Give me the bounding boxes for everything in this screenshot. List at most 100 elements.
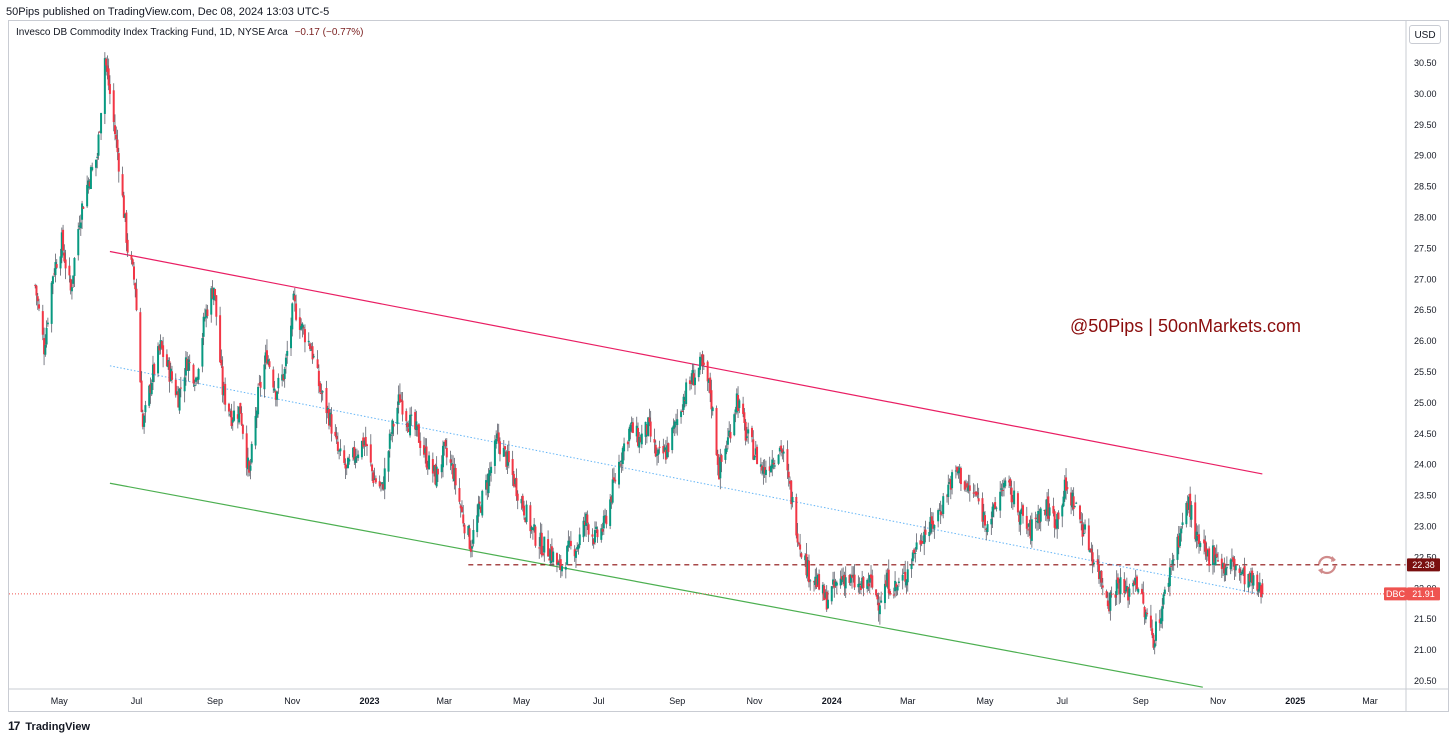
candle-body [334, 431, 337, 436]
candle-body [543, 536, 546, 553]
candle-body [506, 451, 509, 466]
refresh-icon[interactable] [1317, 555, 1337, 575]
candle-body [555, 553, 558, 565]
candle-body [889, 591, 892, 595]
candle-body [274, 391, 277, 400]
y-tick-label: 25.50 [1414, 367, 1437, 377]
candle-body [267, 359, 270, 364]
candle-body [1206, 550, 1209, 557]
candle-body [1217, 560, 1220, 562]
candle-body [73, 258, 76, 276]
candle-body [595, 526, 598, 529]
candle-body [210, 288, 213, 315]
candle-body [559, 559, 562, 571]
candle-body [761, 465, 764, 471]
candle-body [316, 359, 319, 368]
watermark-text: @50Pips | 50onMarkets.com [1070, 316, 1301, 336]
candle-body [620, 460, 623, 462]
candle-body [91, 167, 94, 171]
candle-body [938, 510, 941, 512]
candle-body [1234, 565, 1237, 571]
candle-body [561, 566, 564, 572]
candle-body [363, 440, 366, 446]
candle-body [1132, 582, 1135, 587]
candle-body [614, 479, 617, 482]
candle-body [949, 479, 952, 490]
candle-body [449, 459, 452, 463]
candle-body [804, 555, 807, 561]
candle-body [619, 464, 622, 466]
candle-body [1034, 517, 1037, 519]
candle-body [623, 443, 626, 452]
candle-body [538, 547, 541, 549]
candle-body [1010, 487, 1013, 503]
candle-body [435, 466, 438, 487]
candle-body [992, 504, 995, 510]
candle-body [1054, 525, 1057, 529]
candle-body [1039, 508, 1042, 522]
candle-body [1171, 560, 1174, 565]
lower-channel-line[interactable] [109, 482, 1203, 688]
candle-body [373, 478, 376, 481]
candle-body [459, 505, 462, 509]
candle-body [734, 409, 737, 413]
candle-body [405, 411, 408, 422]
candle-body [44, 344, 47, 355]
candle-body [1151, 628, 1154, 636]
candle-body [124, 213, 127, 218]
candle-body [1046, 499, 1049, 517]
candle-body [1019, 511, 1022, 525]
candle-body [1186, 503, 1189, 510]
candle-body [630, 421, 633, 424]
candle-body [956, 466, 959, 472]
candle-body [1208, 548, 1211, 566]
candle-body [648, 417, 651, 423]
candle-body [284, 357, 287, 367]
candle-body [88, 181, 91, 187]
candle-body [1142, 592, 1145, 604]
x-tick-label: 2024 [822, 696, 842, 706]
candle-body [493, 440, 496, 466]
candle-body [857, 583, 860, 588]
candle-body [523, 505, 526, 516]
candle-body [212, 287, 215, 301]
tradingview-logo-icon: 17 [8, 719, 20, 733]
candle-body [531, 528, 534, 530]
candle-body [82, 206, 85, 209]
candle-body [834, 581, 837, 586]
candle-body [763, 467, 766, 474]
candle-body [292, 293, 295, 300]
candle-body [1063, 479, 1066, 499]
candle-body [1118, 582, 1121, 595]
candle-body [310, 349, 313, 351]
candle-body [576, 546, 579, 550]
candle-body [999, 491, 1002, 511]
candle-body [716, 454, 719, 465]
candle-body [35, 285, 38, 296]
candle-body [1099, 571, 1102, 579]
x-tick-label: Jul [131, 696, 143, 706]
candle-body [539, 532, 542, 547]
candle-body [653, 439, 656, 443]
candle-body [397, 394, 400, 405]
candle-body [707, 379, 710, 383]
candle-body [277, 377, 280, 389]
candle-body [833, 580, 836, 588]
candle-body [372, 472, 375, 484]
candle-body [221, 366, 224, 395]
candle-body [870, 574, 873, 579]
upper-channel-line[interactable] [109, 250, 1263, 475]
candle-body [921, 541, 924, 544]
currency-button[interactable]: USD [1409, 25, 1441, 44]
candle-body [396, 407, 399, 425]
candle-body [788, 480, 791, 484]
candle-body [311, 346, 314, 360]
candle-body [574, 551, 577, 558]
candle-body [791, 497, 794, 503]
candle-body [1133, 581, 1136, 585]
candle-body [355, 456, 358, 458]
candle-body [1087, 525, 1090, 551]
candle-body [1238, 568, 1241, 573]
candle-body [72, 275, 75, 284]
